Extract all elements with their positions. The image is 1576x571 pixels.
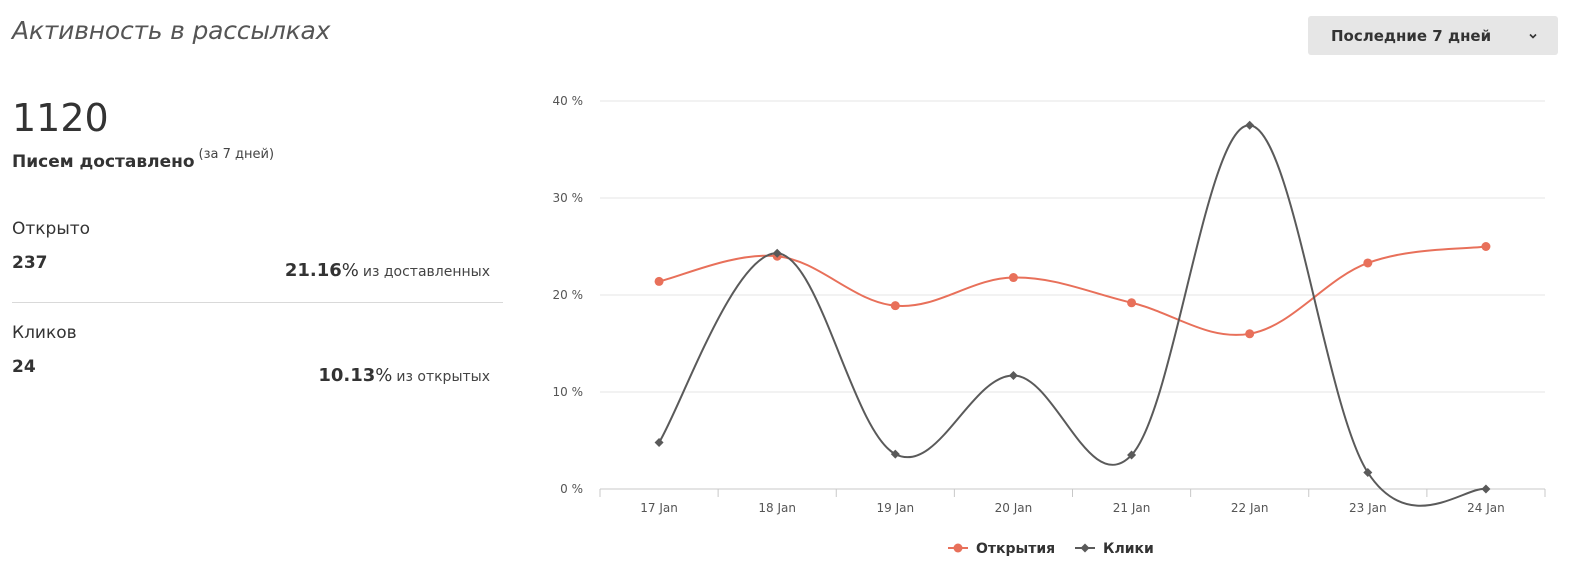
y-tick-label: 10 % — [553, 385, 584, 399]
series-line-2 — [658, 124, 1487, 507]
opened-percent-group: 21.16% из доставленных — [285, 260, 490, 281]
series-2-point — [1127, 450, 1137, 460]
page-title: Активность в рассылках — [12, 16, 331, 45]
series-2-point — [772, 248, 782, 258]
series-1-point — [1008, 273, 1018, 283]
legend-marker — [953, 543, 963, 553]
x-tick-label: 24 Jan — [1467, 501, 1505, 515]
opened-percent-sign: % — [341, 260, 359, 281]
delivered-count: 1120 — [12, 96, 109, 140]
series-1-point — [654, 276, 664, 286]
clicks-percent: 10.13 — [318, 365, 376, 386]
x-tick-label: 22 Jan — [1231, 501, 1269, 515]
series-2-point — [1245, 120, 1255, 130]
series-1-point — [890, 301, 900, 311]
opened-value: 237 — [12, 253, 48, 273]
legend-label: Клики — [1103, 541, 1154, 557]
delivered-period: (за 7 дней) — [198, 147, 275, 162]
clicks-percent-sign: % — [375, 365, 393, 386]
x-tick-label: 20 Jan — [995, 501, 1033, 515]
clicks-percent-group: 10.13% из открытых — [318, 365, 490, 386]
series-line-1 — [658, 245, 1487, 336]
clicks-label: Кликов — [12, 323, 77, 343]
series-1-point — [1481, 242, 1491, 251]
series-2-point — [654, 437, 664, 447]
y-tick-label: 20 % — [553, 288, 584, 302]
series-1-point — [1363, 258, 1373, 268]
delivered-label-group: Писем доставлено (за 7 дней) — [12, 147, 274, 172]
opened-label: Открыто — [12, 219, 91, 239]
x-tick-label: 19 Jan — [877, 501, 915, 515]
x-tick-label: 17 Jan — [640, 501, 678, 515]
x-tick-label: 18 Jan — [758, 501, 796, 515]
stats-divider — [12, 302, 503, 303]
chevron-down-icon — [1529, 33, 1537, 39]
series-1-point — [1245, 329, 1255, 339]
series-2-point — [890, 449, 900, 459]
y-tick-label: 40 % — [553, 94, 584, 108]
series-1-point — [1127, 298, 1137, 308]
period-dropdown[interactable]: Последние 7 дней — [1308, 16, 1558, 55]
series-2-point — [1008, 371, 1018, 381]
x-tick-label: 23 Jan — [1349, 501, 1387, 515]
series-2-point — [1481, 484, 1491, 494]
y-tick-label: 0 % — [560, 482, 583, 496]
opened-percent: 21.16 — [284, 260, 342, 281]
delivered-label: Писем доставлено — [12, 152, 195, 172]
period-dropdown-label: Последние 7 дней — [1331, 26, 1492, 45]
legend-label: Открытия — [976, 541, 1055, 557]
x-tick-label: 21 Jan — [1113, 501, 1151, 515]
clicks-value: 24 — [12, 357, 36, 377]
y-tick-label: 30 % — [553, 191, 584, 205]
legend-marker — [1080, 543, 1090, 553]
series-2-point — [1363, 468, 1373, 478]
clicks-percent-text: из открытых — [396, 369, 490, 385]
opened-percent-text: из доставленных — [362, 264, 490, 280]
